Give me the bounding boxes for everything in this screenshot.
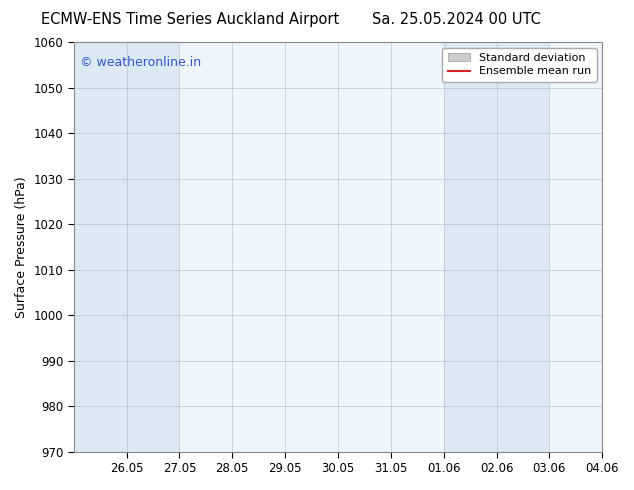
Y-axis label: Surface Pressure (hPa): Surface Pressure (hPa)	[15, 176, 28, 318]
Text: ECMW-ENS Time Series Auckland Airport: ECMW-ENS Time Series Auckland Airport	[41, 12, 339, 27]
Bar	[74, 42, 179, 452]
Legend: Standard deviation, Ensemble mean run: Standard deviation, Ensemble mean run	[443, 48, 597, 82]
Text: Sa. 25.05.2024 00 UTC: Sa. 25.05.2024 00 UTC	[372, 12, 541, 27]
Text: © weatheronline.in: © weatheronline.in	[80, 56, 201, 70]
Bar	[444, 42, 550, 452]
